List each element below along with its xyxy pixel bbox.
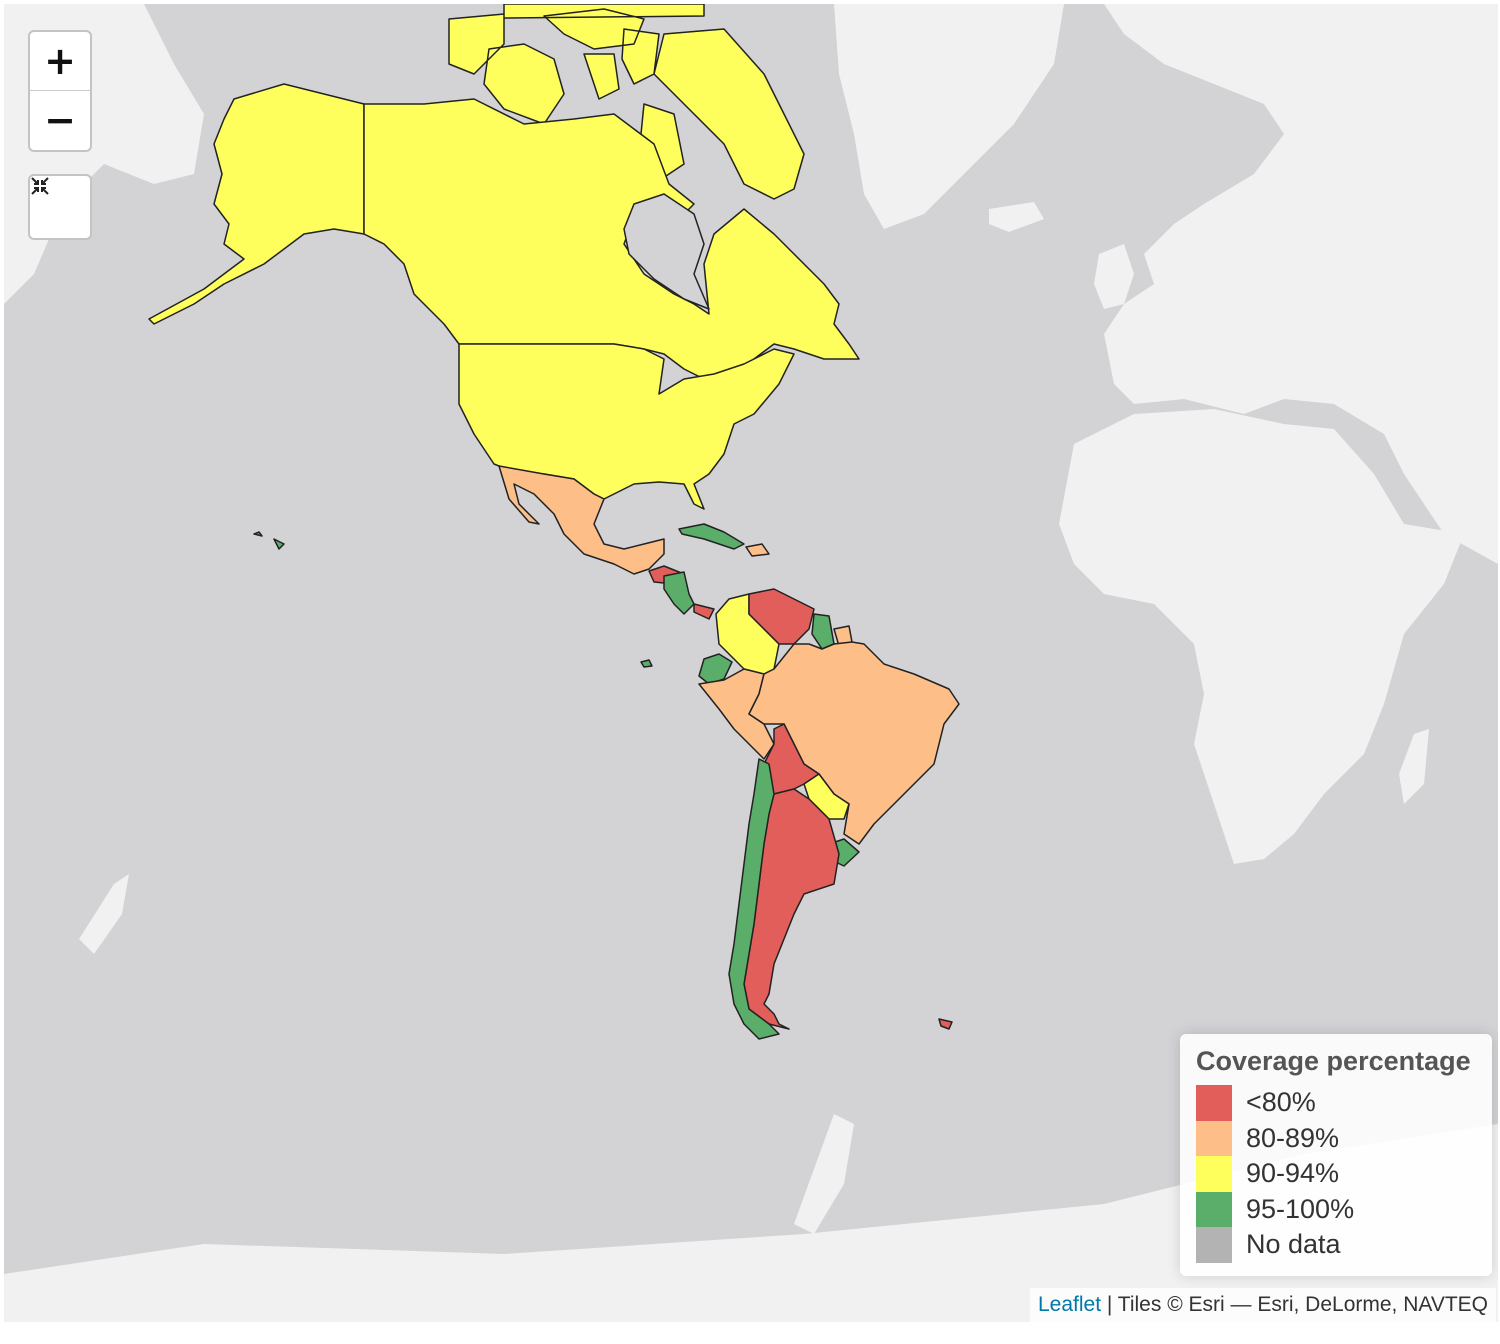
region-ecuador (698, 653, 733, 685)
region-venezuela (748, 588, 815, 645)
madagascar-land (1399, 729, 1429, 804)
legend-label: No data (1246, 1229, 1341, 1260)
legend-title: Coverage percentage (1196, 1046, 1471, 1076)
legend-label: 90-94% (1246, 1158, 1340, 1189)
collapse-arrows-icon (31, 177, 49, 195)
nz-land (79, 874, 129, 954)
map-canvas[interactable]: + − Coverage percentage <80% 80-89% 90-94%… (4, 4, 1498, 1322)
legend-swatch (1196, 1227, 1232, 1263)
legend-label: 80-89% (1246, 1122, 1340, 1153)
zoom-control: + − (28, 30, 92, 152)
leaflet-link[interactable]: Leaflet (1037, 1293, 1102, 1316)
region-galapagos (640, 659, 653, 668)
region-colombia (715, 593, 780, 675)
region-hispaniola (745, 543, 770, 557)
legend-item: 80-89% (1196, 1120, 1476, 1156)
zoom-out-button[interactable]: − (44, 98, 76, 142)
greenland-land (834, 4, 1064, 229)
legend-swatch (1196, 1191, 1232, 1227)
legend-swatch (1196, 1120, 1232, 1156)
region-chile (728, 758, 780, 1040)
region-alaska (148, 83, 365, 325)
legend-label: <80% (1246, 1087, 1316, 1118)
region-cuba (678, 523, 745, 550)
hudson-bay (623, 193, 710, 310)
iceland-land (989, 202, 1044, 232)
legend-label: 95-100% (1246, 1193, 1355, 1224)
region-arctic-islands (448, 4, 805, 200)
eurasia-land (1104, 4, 1498, 564)
region-ca-south (663, 571, 695, 615)
legend-swatch (1196, 1156, 1232, 1192)
choropleth-layer (148, 4, 960, 1040)
legend-swatch (1196, 1085, 1232, 1121)
legend-item: No data (1196, 1227, 1476, 1263)
legend-item: <80% (1196, 1085, 1476, 1121)
attribution: Leaflet | Tiles © Esri — Esri, DeLorme, … (1029, 1288, 1496, 1322)
africa-land (1059, 409, 1464, 864)
tiles-credit: | Tiles © Esri — Esri, DeLorme, NAVTEQ (1106, 1293, 1488, 1316)
legend: Coverage percentage <80% 80-89% 90-94% 95-1… (1180, 1034, 1492, 1276)
antarctica-land (4, 1124, 1498, 1322)
basemap-svg (4, 4, 1498, 1322)
basemap-land (4, 4, 1498, 1322)
peninsula-land (794, 1114, 854, 1234)
zoom-in-button[interactable]: + (30, 32, 90, 91)
region-mexico (498, 465, 665, 575)
legend-item: 90-94% (1196, 1156, 1476, 1192)
britain-land (1094, 244, 1134, 309)
legend-item: 95-100% (1196, 1191, 1476, 1227)
region-guyana (811, 613, 835, 650)
region-falklands (938, 1018, 953, 1030)
reset-view-button[interactable] (28, 174, 92, 240)
region-hawaii (253, 531, 285, 550)
